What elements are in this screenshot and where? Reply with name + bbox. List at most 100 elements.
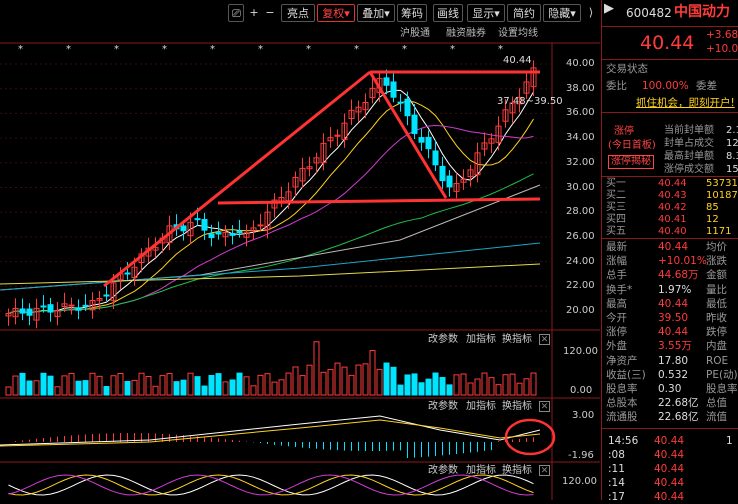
stat-label-secondary: PE(动)*	[706, 368, 738, 381]
stat-label: 外盘	[606, 340, 627, 353]
buy-level-price: 40.43	[658, 190, 687, 201]
volume-bar	[439, 376, 446, 396]
candle-body	[390, 81, 397, 98]
volume-bar	[516, 382, 523, 396]
highlight-button[interactable]: 亮点	[281, 4, 315, 22]
chips-button[interactable]: 筹码	[397, 4, 427, 22]
volume-bar	[82, 380, 89, 396]
zoom-fit-icon[interactable]: ⎚	[228, 4, 244, 22]
volume-bar	[488, 377, 495, 396]
price-change: +3.68	[706, 29, 738, 41]
simple-button[interactable]: 简约	[507, 4, 541, 22]
chart-canvas[interactable]: * * * * * * * * * * *	[0, 0, 600, 500]
overlay-button[interactable]: 叠加▾	[357, 4, 395, 22]
volume-bar	[271, 381, 278, 396]
stat-value: 22.68亿	[658, 397, 699, 410]
volume-bar	[383, 362, 390, 396]
collapse-icon[interactable]: ⟩	[588, 6, 594, 19]
moving-average-line	[8, 89, 534, 314]
kdj-line	[8, 474, 534, 496]
draw-line-button[interactable]: 画线	[433, 4, 463, 22]
hide-button[interactable]: 隐藏▾	[543, 4, 581, 22]
candle-body	[432, 150, 439, 166]
buy-level-label: 买一	[606, 178, 626, 189]
candle-body	[439, 165, 446, 182]
stat-label: 收益(三)	[606, 368, 646, 381]
kdj-add-indicator-link[interactable]: 加指标	[466, 465, 496, 476]
stat-label: 最新	[606, 241, 627, 253]
volume-bar	[5, 386, 12, 396]
panel-nav-icon[interactable]: ▶	[604, 1, 614, 16]
tick-time: :08	[608, 449, 625, 461]
zoom-in-icon[interactable]: +	[249, 6, 259, 19]
weibi-value: 100.00%	[642, 80, 689, 92]
tick-time: :17	[608, 491, 625, 503]
candle-body	[19, 308, 26, 314]
stat-value: 1.97%	[658, 283, 692, 296]
display-button[interactable]: 显示▾	[467, 4, 505, 22]
zoom-out-icon[interactable]: −	[265, 6, 275, 19]
limit-reveal-button[interactable]: 涨停揭秘	[608, 155, 654, 169]
candle-body	[89, 300, 96, 311]
volume-bar	[19, 372, 26, 396]
candle-body	[61, 303, 68, 308]
adjust-button[interactable]: 复权▾	[317, 4, 355, 22]
kdj-line	[8, 474, 534, 496]
stat-value: 39.50	[658, 312, 689, 324]
kdj-switch-indicator-link[interactable]: 换指标	[502, 465, 532, 476]
macd-switch-indicator-link[interactable]: 换指标	[502, 401, 532, 412]
tick-price: 40.44	[654, 449, 685, 461]
volume-bar	[117, 372, 124, 396]
candle-body	[201, 218, 208, 231]
macd-close-icon[interactable]: ✕	[539, 401, 550, 412]
candle-body	[348, 109, 355, 120]
limit-info-value: 2.17	[726, 125, 738, 136]
stat-label-secondary: 昨收	[706, 312, 727, 324]
candle-body	[411, 114, 418, 135]
open-account-promo[interactable]: 抓住机会，即刻开户!	[636, 97, 735, 109]
candle-body	[33, 307, 40, 321]
margin-label[interactable]: 融资融券	[446, 28, 486, 39]
vol-close-icon[interactable]: ✕	[539, 334, 550, 345]
stat-label: 今开	[606, 312, 627, 324]
volume-bar	[40, 372, 47, 396]
candle-body	[306, 166, 313, 170]
kdj-params-link[interactable]: 改参数	[428, 465, 458, 476]
hk-connect-label[interactable]: 沪股通	[400, 28, 430, 39]
limit-info-value: 15.4	[726, 164, 738, 175]
stat-value: +10.01%	[658, 255, 707, 268]
volume-bar	[299, 375, 306, 396]
volume-bar	[145, 375, 152, 396]
kline-chart-area[interactable]: * * * * * * * * * * * ⎚ + − 亮点 复权▾ 叠加▾ 筹码 画线 显示▾ 简…	[0, 0, 600, 500]
price-axis-tick: 34.00	[566, 132, 595, 144]
vol-switch-indicator-link[interactable]: 换指标	[502, 334, 532, 345]
ma-settings-label[interactable]: 设置均线	[498, 28, 538, 39]
buy-level-label: 买四	[606, 214, 626, 225]
macd-params-link[interactable]: 改参数	[428, 401, 458, 412]
volume-bar	[166, 373, 173, 396]
candle-body	[180, 225, 187, 232]
weicha-label: 委差	[696, 80, 717, 92]
candle-body	[313, 157, 320, 164]
event-marker: *	[450, 44, 455, 55]
vol-params-link[interactable]: 改参数	[428, 334, 458, 345]
candle-body	[495, 125, 502, 143]
stat-label-secondary: 金额	[706, 269, 727, 282]
stat-value: 22.68亿	[658, 411, 699, 424]
current-price: 40.44	[640, 32, 695, 54]
candle-body	[187, 221, 194, 237]
macd-axis-bottom: -1.96	[568, 450, 594, 461]
candle-body	[509, 102, 516, 114]
volume-bar	[523, 378, 530, 396]
vol-add-indicator-link[interactable]: 加指标	[466, 334, 496, 345]
kdj-close-icon[interactable]: ✕	[539, 465, 550, 476]
volume-bar	[12, 375, 19, 396]
volume-bar	[327, 369, 334, 396]
price-change-pct: +10.01	[706, 43, 738, 55]
stat-label-secondary: ROE	[706, 354, 729, 367]
volume-bar	[411, 373, 418, 396]
stat-label: 涨停	[606, 326, 627, 339]
volume-bar	[103, 386, 110, 396]
buy-level-price: 40.44	[658, 178, 687, 189]
macd-add-indicator-link[interactable]: 加指标	[466, 401, 496, 412]
